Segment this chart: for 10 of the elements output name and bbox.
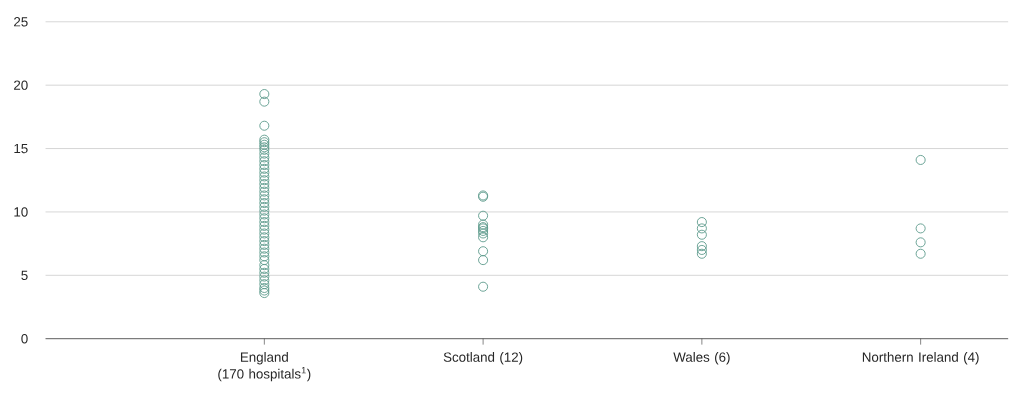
y-tick-label: 5 — [21, 270, 28, 280]
y-tick-label: 15 — [14, 143, 28, 154]
x-tick-label: England (170 hospitals$^{1}$) — [218, 352, 311, 382]
x-tick-label: Northern Ireland (4) — [862, 352, 979, 365]
y-tick-label: 25 — [14, 17, 28, 27]
x-tick-label: Wales (6) — [673, 352, 730, 365]
y-tick-label: 20 — [14, 80, 28, 90]
y-tick-label: 10 — [14, 207, 28, 217]
y-tick-label: 0 — [21, 333, 28, 344]
x-tick-label: Scotland (12) — [443, 352, 523, 365]
